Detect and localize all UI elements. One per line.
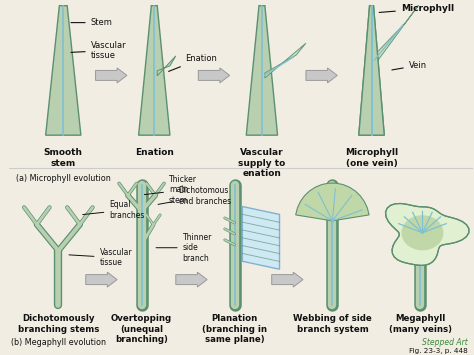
Polygon shape (157, 56, 176, 76)
FancyArrow shape (306, 68, 337, 83)
Text: Enation: Enation (169, 54, 218, 71)
Text: Smooth
stem: Smooth stem (44, 148, 83, 168)
Text: Stepped Art: Stepped Art (422, 338, 467, 347)
Polygon shape (385, 203, 469, 266)
Polygon shape (242, 207, 280, 269)
FancyArrow shape (86, 272, 117, 287)
Polygon shape (46, 6, 81, 135)
Text: Vascular
tissue: Vascular tissue (71, 41, 126, 60)
Text: Microphyll
(one vein): Microphyll (one vein) (345, 148, 398, 168)
Text: Vascular
tissue: Vascular tissue (69, 248, 132, 267)
Text: Vein: Vein (392, 61, 427, 70)
Text: Equal
branches: Equal branches (82, 200, 145, 220)
Text: Stem: Stem (71, 18, 112, 27)
Text: Fig. 23-3, p. 448: Fig. 23-3, p. 448 (409, 348, 467, 354)
Polygon shape (138, 6, 170, 135)
Text: Dichotomously
branching stems: Dichotomously branching stems (18, 315, 99, 334)
FancyArrow shape (272, 272, 303, 287)
Text: Thinner
side
branch: Thinner side branch (156, 233, 212, 263)
Text: (b) Megaphyll evolution: (b) Megaphyll evolution (11, 338, 106, 348)
Polygon shape (265, 43, 306, 78)
Polygon shape (296, 183, 369, 221)
Text: Vascular
supply to
enation: Vascular supply to enation (238, 148, 285, 178)
FancyArrow shape (176, 272, 207, 287)
Text: Dichotomous
end branches: Dichotomous end branches (158, 186, 231, 206)
Text: (a) Microphyll evolution: (a) Microphyll evolution (16, 174, 110, 183)
FancyArrow shape (96, 68, 127, 83)
Text: Overtopping
(unequal
branching): Overtopping (unequal branching) (111, 315, 172, 344)
Polygon shape (359, 6, 384, 135)
Text: Webbing of side
branch system: Webbing of side branch system (293, 315, 372, 334)
Text: Thicker
main
stem: Thicker main stem (144, 175, 197, 205)
Text: Microphyll: Microphyll (379, 4, 454, 13)
Text: Enation: Enation (135, 148, 173, 157)
Text: Megaphyll
(many veins): Megaphyll (many veins) (389, 315, 452, 334)
Text: Planation
(branching in
same plane): Planation (branching in same plane) (202, 315, 267, 344)
Polygon shape (246, 6, 278, 135)
FancyArrow shape (198, 68, 229, 83)
Polygon shape (374, 5, 419, 65)
Polygon shape (401, 215, 443, 250)
Polygon shape (359, 6, 384, 135)
